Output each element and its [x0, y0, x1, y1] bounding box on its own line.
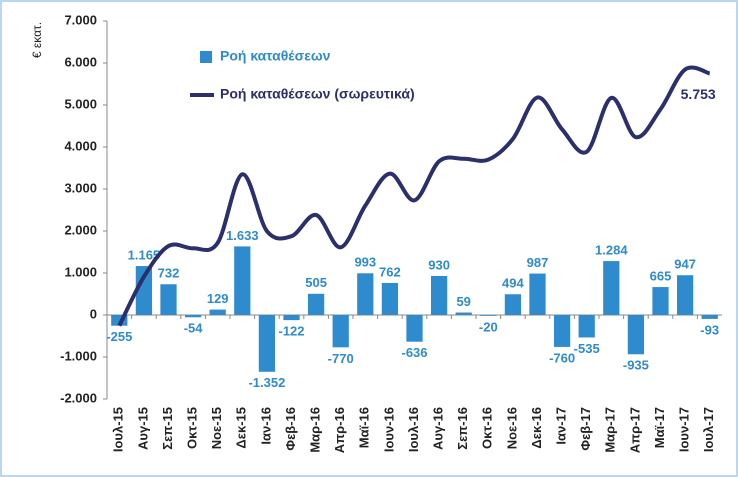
data-label: -935	[623, 358, 649, 373]
data-label: 665	[650, 269, 672, 284]
data-label: -54	[184, 321, 204, 336]
y-tick-label: 7.000	[64, 12, 97, 27]
x-tick-label: Ιαν-16	[258, 407, 273, 445]
data-label: -20	[479, 319, 498, 334]
bar	[627, 315, 645, 355]
x-tick-label: Ιουλ-15	[111, 407, 126, 452]
bar	[381, 282, 399, 315]
data-label: 1.165	[128, 248, 161, 263]
bar	[209, 309, 226, 315]
data-label: 987	[527, 255, 549, 270]
y-tick-label: 0	[90, 306, 97, 321]
bar	[184, 315, 202, 318]
x-tick-label: Μαρ-16	[308, 407, 323, 453]
data-label: 129	[207, 291, 229, 306]
y-tick-label: 4.000	[64, 138, 97, 153]
data-label: 505	[305, 275, 327, 290]
bar	[430, 275, 448, 315]
bar	[111, 315, 128, 326]
data-label: 1.284	[595, 243, 628, 258]
bar	[480, 315, 497, 316]
bar	[504, 294, 522, 315]
x-tick-label: Φεβ-16	[283, 407, 298, 451]
data-label: -760	[549, 350, 575, 365]
bar	[652, 287, 669, 315]
x-tick-label: Απρ-17	[627, 407, 642, 453]
x-tick-label: Ιαν-17	[554, 407, 569, 445]
x-tick-label: Νοε-16	[504, 407, 519, 449]
x-tick-label: Ιουλ-16	[406, 407, 421, 452]
y-axis-label: € εκατ.	[30, 22, 44, 58]
y-tick-label: -1.000	[60, 348, 97, 363]
data-label: 494	[502, 276, 524, 291]
bar	[307, 293, 325, 315]
data-label: -636	[401, 345, 427, 360]
x-tick-label: Φεβ-17	[578, 407, 593, 451]
x-tick-label: Αυγ-15	[135, 407, 150, 450]
x-tick-label: Ιουλ-17	[701, 407, 716, 452]
legend-label: Ροή καταθέσεων (σωρευτικά)	[220, 86, 415, 102]
bar	[529, 273, 546, 315]
data-label: -1.352	[248, 375, 285, 390]
data-label: -535	[574, 341, 600, 356]
bar	[258, 315, 276, 372]
x-tick-label: Σεπ-15	[160, 407, 175, 450]
y-tick-label: 1.000	[64, 264, 97, 279]
bar	[135, 266, 153, 315]
x-tick-label: Οκτ-16	[480, 407, 495, 449]
bar	[283, 315, 300, 321]
x-tick-label: Σεπ-16	[455, 407, 470, 450]
x-tick-label: Μαρ-17	[603, 407, 618, 453]
data-label: 732	[158, 266, 180, 281]
data-label: 5.753	[681, 86, 716, 102]
data-label: -122	[278, 324, 304, 339]
data-label: -255	[106, 329, 132, 344]
bar	[676, 275, 694, 315]
x-tick-label: Απρ-16	[332, 407, 347, 453]
data-label: -93	[700, 322, 719, 337]
bar	[357, 273, 374, 315]
data-label: 947	[674, 257, 696, 272]
bar	[603, 261, 620, 315]
x-tick-label: Αυγ-16	[431, 407, 446, 450]
legend-label: Ροή καταθέσεων	[220, 48, 331, 64]
bar	[553, 315, 571, 347]
data-label: 59	[456, 294, 470, 309]
y-tick-label: 6.000	[64, 54, 97, 69]
data-label: 930	[428, 257, 450, 272]
bar	[160, 284, 177, 315]
x-tick-label: Ιουν-16	[381, 407, 396, 452]
y-tick-label: 5.000	[64, 96, 97, 111]
data-label: 762	[379, 264, 401, 279]
data-label: -770	[328, 351, 354, 366]
bar	[234, 246, 251, 315]
y-tick-label: -2.000	[60, 390, 97, 405]
bar	[332, 315, 349, 348]
x-tick-label: Δεκ-15	[234, 407, 249, 449]
bar	[701, 315, 718, 319]
legend-swatch	[200, 51, 212, 63]
data-label: 1.633	[226, 228, 259, 243]
x-tick-label: Οκτ-15	[185, 407, 200, 449]
bar	[455, 312, 472, 315]
y-tick-label: 3.000	[64, 180, 97, 195]
line	[117, 65, 711, 327]
y-tick-label: 2.000	[64, 222, 97, 237]
x-tick-label: Νοε-15	[209, 407, 224, 449]
bar	[406, 315, 423, 342]
x-tick-label: Δεκ-16	[529, 407, 544, 449]
x-tick-label: Ιουν-17	[677, 407, 692, 452]
bar	[578, 315, 595, 338]
data-label: 993	[354, 255, 376, 270]
x-tick-label: Μαϊ-16	[357, 407, 372, 448]
x-tick-label: Μαϊ-17	[652, 407, 667, 448]
